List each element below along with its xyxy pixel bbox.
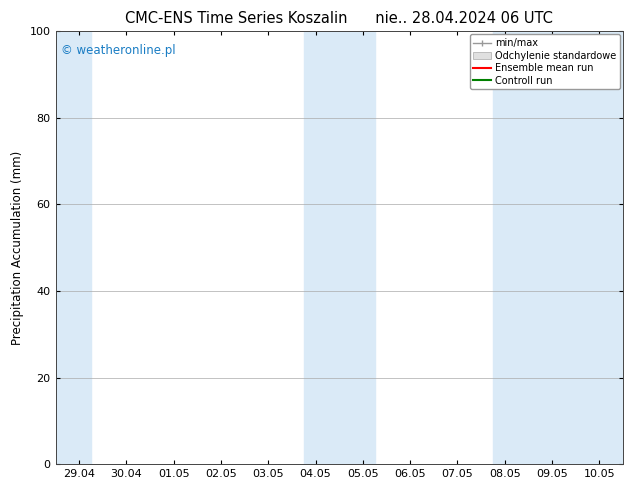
Bar xyxy=(56,31,91,464)
Title: CMC-ENS Time Series Koszalin      nie.. 28.04.2024 06 UTC: CMC-ENS Time Series Koszalin nie.. 28.04… xyxy=(126,11,553,26)
Bar xyxy=(493,31,623,464)
Text: © weatheronline.pl: © weatheronline.pl xyxy=(61,45,176,57)
Legend: min/max, Odchylenie standardowe, Ensemble mean run, Controll run: min/max, Odchylenie standardowe, Ensembl… xyxy=(470,34,620,90)
Bar xyxy=(304,31,375,464)
Y-axis label: Precipitation Accumulation (mm): Precipitation Accumulation (mm) xyxy=(11,150,24,345)
